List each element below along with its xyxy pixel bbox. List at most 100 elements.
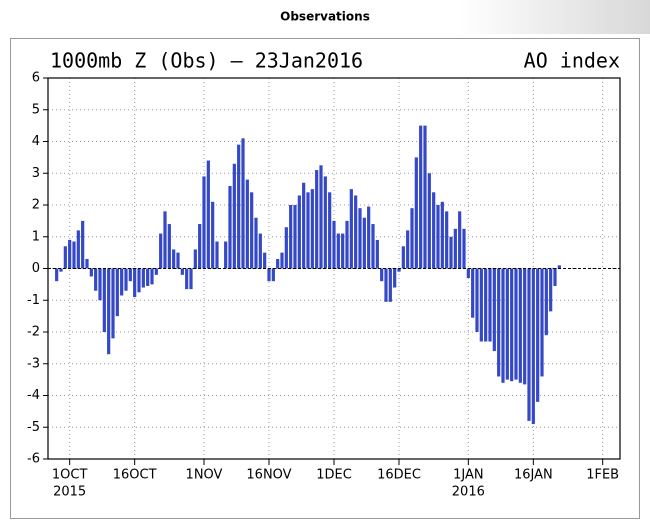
bar [475,268,479,332]
x-tick-label: 1JAN [453,468,484,483]
y-tick-label: -6 [27,452,40,467]
bar [176,252,180,269]
bar [453,228,457,269]
bar [315,170,319,269]
bar [544,268,548,336]
bar [215,241,219,269]
bar [245,179,249,269]
bar [323,176,327,269]
bar [172,249,176,269]
bar [250,192,254,269]
y-tick-label: -1 [27,293,40,308]
bar [280,252,284,269]
bar [536,268,540,402]
x-tick-label: 1OCT [52,468,88,483]
bar [375,239,379,269]
bar [349,189,353,269]
bar [397,268,401,272]
bar [271,268,275,282]
bar [202,176,206,269]
bar [310,189,314,269]
bar [406,230,410,269]
bar [102,268,106,332]
bar [553,268,557,286]
bar [206,160,210,269]
bar [141,268,145,288]
bar [137,268,141,293]
bar [124,268,128,291]
y-tick-label: -4 [27,388,40,403]
x-tick-year: 2015 [53,485,86,500]
y-tick-label: 5 [32,102,40,117]
bar [423,125,427,269]
bar [258,233,262,269]
bar [427,173,431,269]
bar [328,192,332,269]
bar [523,268,527,385]
bar [150,268,154,285]
bar [267,268,271,282]
frame [10,38,640,519]
x-tick-label: 16DEC [377,468,421,483]
bar [237,144,241,269]
chart-title: 1000mb Z (Obs) – 23Jan2016 [50,49,363,73]
bar [393,268,397,288]
bar [557,265,561,269]
bar [297,195,301,269]
bar [432,192,436,269]
bar [133,268,137,298]
bar [479,268,483,342]
bar [419,125,423,269]
bar [163,211,167,269]
chart-subtitle: AO index [524,49,620,73]
bar [362,217,366,269]
bar [276,258,280,269]
y-tick-label: 3 [32,166,40,181]
bar [224,241,228,269]
bar [85,258,89,269]
y-tick-label: -5 [27,420,40,435]
bar [345,220,349,269]
bar [198,224,202,269]
bar [55,268,59,282]
bar [354,195,358,269]
page-title: Observations [280,10,370,24]
bar [232,163,236,269]
bar [185,268,189,290]
bar [371,224,375,269]
x-tick-label: 1DEC [316,468,352,483]
bar [414,157,418,269]
bar [401,246,405,269]
bar [293,205,297,269]
bar [505,268,509,380]
plot-border [47,77,621,460]
bar [284,227,288,269]
bar [94,268,98,291]
bar [189,268,193,290]
bar [193,249,197,269]
x-tick-label: 16OCT [113,468,157,483]
bar [159,233,163,269]
bar [115,268,119,317]
bar [107,268,111,355]
bar [492,268,496,352]
bar [488,268,492,342]
bar [527,268,531,421]
bar [228,185,232,269]
bar [514,268,518,380]
x-tick-label: 1NOV [186,468,223,483]
bar [332,220,336,269]
bar [128,268,132,282]
y-tick-label: 0 [32,261,40,276]
x-tick-label: 16NOV [246,468,291,483]
bar [167,224,171,269]
bar [59,268,63,272]
bar [466,268,470,279]
y-tick-label: 1 [32,229,40,244]
y-tick-label: -2 [27,325,40,340]
bar [63,246,67,269]
bar [120,268,124,296]
bar [319,165,323,269]
x-tick-label: 16JAN [514,468,553,483]
